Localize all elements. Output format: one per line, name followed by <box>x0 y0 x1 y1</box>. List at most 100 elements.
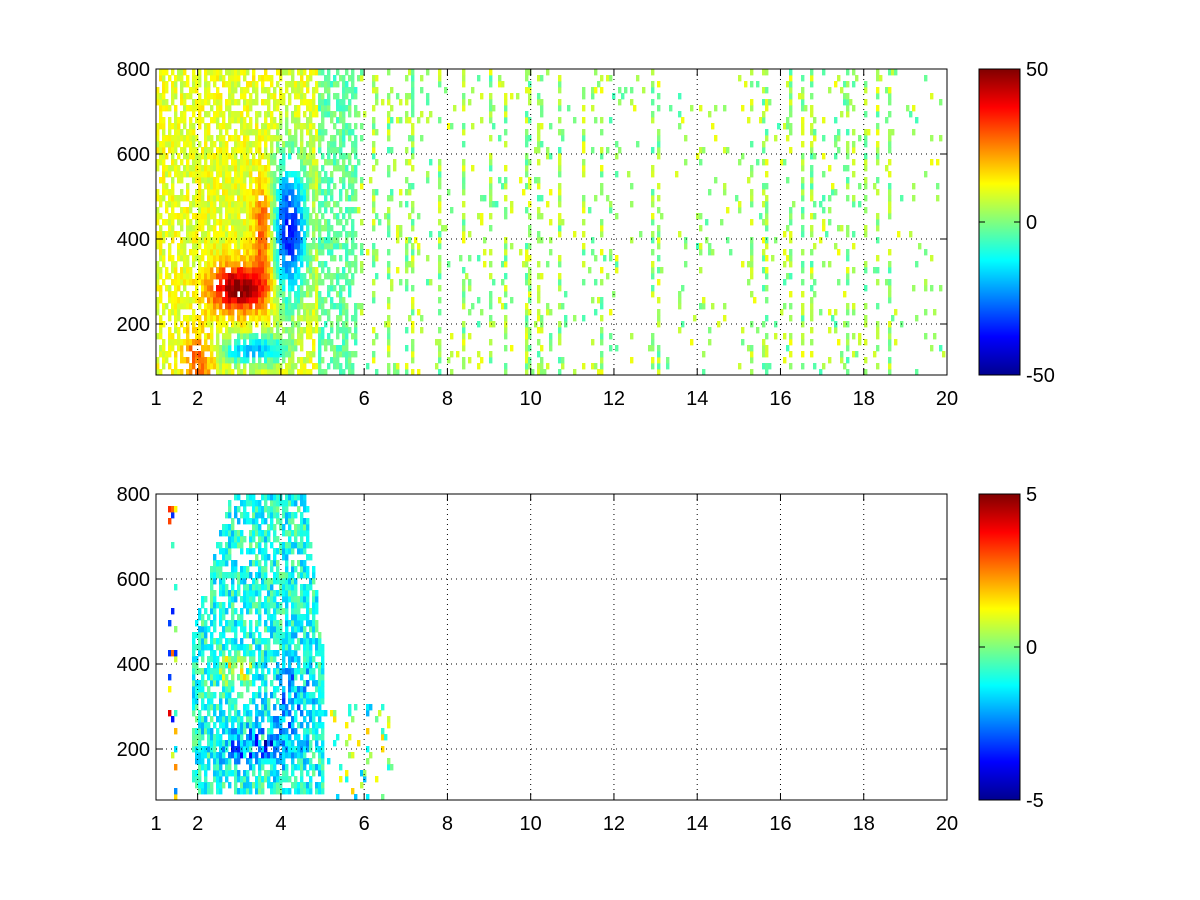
heatmap-cell <box>258 644 262 651</box>
heatmap-cell <box>438 159 442 166</box>
heatmap-cell <box>342 81 346 88</box>
heatmap-cell <box>387 147 391 154</box>
heatmap-cell <box>258 638 262 645</box>
heatmap-cell <box>177 165 181 172</box>
heatmap-cell <box>735 195 739 202</box>
heatmap-cell <box>300 279 304 286</box>
heatmap-cell <box>537 261 541 268</box>
heatmap-cell <box>213 309 217 316</box>
heatmap-cell <box>273 590 277 597</box>
colorbar-tick-label: 50 <box>1026 59 1048 81</box>
heatmap-cell <box>222 177 226 184</box>
heatmap-cell <box>342 309 346 316</box>
heatmap-cell <box>264 135 268 142</box>
heatmap-cell <box>198 153 202 160</box>
heatmap-cell <box>330 225 334 232</box>
heatmap-cell <box>168 273 172 280</box>
heatmap-cell <box>231 746 235 753</box>
heatmap-cell <box>501 261 505 268</box>
heatmap-cell <box>801 231 805 238</box>
heatmap-cell <box>228 620 232 627</box>
heatmap-cell <box>801 303 805 310</box>
heatmap-cell <box>207 758 211 765</box>
heatmap-cell <box>558 255 562 262</box>
heatmap-cell <box>372 81 376 88</box>
heatmap-cell <box>219 716 223 723</box>
heatmap-cell <box>315 183 319 190</box>
heatmap-cell <box>498 75 502 82</box>
heatmap-cell <box>852 105 856 112</box>
heatmap-cell <box>630 333 634 340</box>
heatmap-cell <box>243 147 247 154</box>
heatmap-cell <box>243 177 247 184</box>
heatmap-cell <box>387 207 391 214</box>
heatmap-cell <box>360 183 364 190</box>
heatmap-cell <box>765 237 769 244</box>
heatmap-cell <box>282 237 286 244</box>
heatmap-cell <box>180 69 184 76</box>
heatmap-cell <box>750 69 754 76</box>
heatmap-cell <box>315 189 319 196</box>
heatmap-cell <box>309 309 313 316</box>
heatmap-cell <box>177 339 181 346</box>
heatmap-cell <box>201 171 205 178</box>
heatmap-cell <box>558 129 562 136</box>
heatmap-cell <box>234 303 238 310</box>
heatmap-cell <box>789 87 793 94</box>
heatmap-cell <box>234 219 238 226</box>
heatmap-cell <box>306 309 310 316</box>
heatmap-cell <box>264 680 268 687</box>
heatmap-cell <box>189 363 193 370</box>
heatmap-cell <box>261 339 265 346</box>
heatmap-cell <box>282 327 286 334</box>
heatmap-cell <box>165 303 169 310</box>
heatmap-cell <box>195 740 199 747</box>
heatmap-cell <box>306 225 310 232</box>
heatmap-cell <box>204 746 208 753</box>
heatmap-cell <box>267 93 271 100</box>
heatmap-cell <box>288 740 292 747</box>
heatmap-cell <box>249 782 253 789</box>
heatmap-cell <box>405 249 409 256</box>
heatmap-cell <box>204 333 208 340</box>
heatmap-cell <box>285 327 289 334</box>
heatmap-cell <box>678 123 682 130</box>
heatmap-cell <box>210 357 214 364</box>
heatmap-cell <box>210 207 214 214</box>
heatmap-cell <box>162 87 166 94</box>
heatmap-cell <box>354 351 358 358</box>
heatmap-cell <box>237 734 241 741</box>
heatmap-cell <box>399 99 403 106</box>
heatmap-cell <box>279 117 283 124</box>
heatmap-cell <box>267 494 271 501</box>
heatmap-cell <box>285 213 289 220</box>
heatmap-cell <box>219 584 223 591</box>
heatmap-cell <box>573 117 577 124</box>
heatmap-cell <box>228 87 232 94</box>
heatmap-cell <box>522 261 526 268</box>
heatmap-cell <box>237 710 241 717</box>
heatmap-cell <box>192 249 196 256</box>
heatmap-cell <box>285 788 289 795</box>
heatmap-cell <box>300 195 304 202</box>
heatmap-cell <box>159 123 163 130</box>
heatmap-cell <box>231 590 235 597</box>
heatmap-cell <box>237 536 241 543</box>
heatmap-cell <box>237 351 241 358</box>
heatmap-cell <box>240 345 244 352</box>
heatmap-cell <box>264 189 268 196</box>
heatmap-cell <box>351 261 355 268</box>
heatmap-cell <box>210 734 214 741</box>
heatmap-cell <box>222 686 226 693</box>
heatmap-cell <box>156 243 160 250</box>
heatmap-cell <box>186 153 190 160</box>
heatmap-cell <box>231 249 235 256</box>
heatmap-cell <box>405 285 409 292</box>
heatmap-cell <box>318 105 322 112</box>
heatmap-cell <box>282 788 286 795</box>
heatmap-cell <box>285 584 289 591</box>
heatmap-cell <box>294 632 298 639</box>
heatmap-cell <box>339 141 343 148</box>
heatmap-cell <box>231 728 235 735</box>
heatmap-cell <box>339 105 343 112</box>
